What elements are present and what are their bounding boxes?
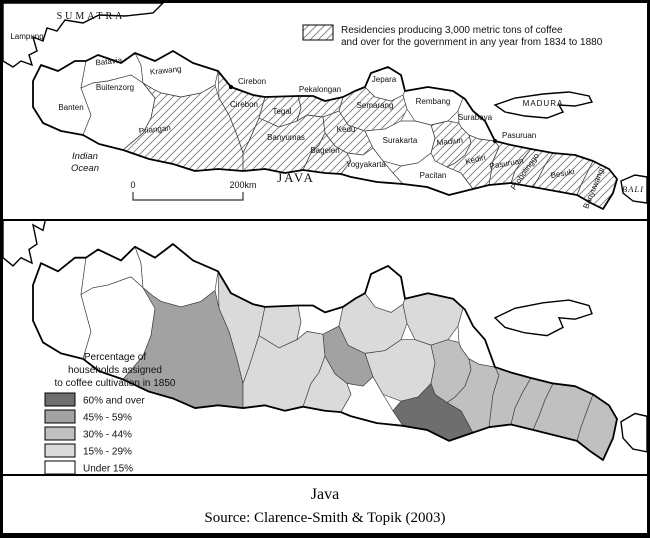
caption-source: Source: Clarence-Smith & Topik (2003) xyxy=(204,510,446,526)
map2-legend-title-1: Percentage of xyxy=(84,352,146,363)
caption-panel: Java Source: Clarence-Smith & Topik (200… xyxy=(3,476,647,533)
region-label-pacitan: Pacitan xyxy=(420,171,447,180)
legend-swatch-cat30 xyxy=(44,426,76,441)
region-label-bali: BALI xyxy=(622,184,644,194)
legend-label-cat30: 30% - 44% xyxy=(83,430,132,441)
scale-200km-label: 200km xyxy=(229,180,256,190)
sumatra-label: SUMATRA xyxy=(57,11,126,22)
region-label-banyumas: Banyumas xyxy=(267,133,305,142)
map-panel-residencies: Lampung Banten Batavia Buitenzorg Krawang Pri… xyxy=(3,3,647,221)
region-label-rembang: Rembang xyxy=(416,97,451,106)
map2-legend: Percentage of households assigned to cof… xyxy=(44,352,176,475)
map-households-svg: Percentage of households assigned to cof… xyxy=(3,221,647,474)
legend-label-cat15: 15% - 29% xyxy=(83,447,132,458)
legend-swatch-under15 xyxy=(44,460,76,474)
region-label-surabaya: Surabaya xyxy=(458,113,493,122)
legend-label-under15: Under 15% xyxy=(83,464,133,475)
region-bali-map1 xyxy=(620,174,647,204)
region-sumatra-map2 xyxy=(3,221,163,266)
legend-swatch-cat45 xyxy=(44,409,76,424)
region-label-surakarta: Surakarta xyxy=(383,136,418,145)
region-label-priangan: Priangan xyxy=(138,123,171,135)
map2-geometry xyxy=(3,221,647,460)
scale-bar: 0 200km xyxy=(130,180,257,201)
map2-legend-title-3: to coffee cultivation in 1850 xyxy=(54,378,175,389)
region-madura-map1 xyxy=(493,91,594,119)
region-madura-map2 xyxy=(495,300,592,336)
region-label-jepara: Jepara xyxy=(372,75,397,84)
cirebon-town-dot xyxy=(228,84,234,90)
map1-legend: Residencies producing 3,000 metric tons … xyxy=(302,24,603,48)
scale-bar-line xyxy=(132,192,244,201)
legend-label-cat60: 60% and over xyxy=(83,396,145,407)
map1-legend-line2: and over for the government in any year … xyxy=(341,37,603,48)
region-label-banten: Banten xyxy=(58,103,83,112)
region-label-krawang: Krawang xyxy=(150,64,182,76)
pasuruan-town-label: Pasuruan xyxy=(502,131,536,140)
map1-legend-line1: Residencies producing 3,000 metric tons … xyxy=(341,25,563,36)
hatched-swatch xyxy=(302,24,334,41)
region-label-kedu: Kedu xyxy=(337,125,356,134)
region-label-sumatra: Lampung xyxy=(10,32,43,41)
map2-legend-items: 60% and over 45% - 59% 30% - 44% 15% - 29% U… xyxy=(44,392,145,475)
legend-swatch-cat60 xyxy=(44,392,76,407)
region-banten-map2 xyxy=(33,258,91,359)
region-label-tegal: Tegal xyxy=(272,107,291,116)
region-rembang-map2 xyxy=(403,293,463,345)
java-coastline-2 xyxy=(33,244,617,460)
pasuruan-town-dot xyxy=(492,138,498,144)
legend-label-cat45: 45% - 59% xyxy=(83,413,132,424)
region-label-besuki: Besuki xyxy=(550,167,575,180)
map2-regions xyxy=(3,221,647,460)
java-coastline xyxy=(32,50,618,210)
indian-ocean-label-1: Indian xyxy=(72,151,98,162)
map2-legend-title-2: households assigned xyxy=(68,365,162,376)
caption-title: Java xyxy=(310,486,340,503)
map-panel-households: Percentage of households assigned to cof… xyxy=(3,221,647,476)
region-label-bagelen: Bagelen xyxy=(310,146,339,155)
region-label-batavia: Batavia xyxy=(95,56,123,68)
region-label-madiun: Madiun xyxy=(436,136,463,148)
cirebon-town-label: Cirebon xyxy=(238,77,266,86)
region-label-yogyakarta: Yogyakarta xyxy=(346,160,386,169)
map-residencies-svg: Lampung Banten Batavia Buitenzorg Krawang Pri… xyxy=(3,3,647,210)
region-label-pekalongan: Pekalongan xyxy=(299,85,341,94)
region-label-madura: MADURA xyxy=(523,99,564,108)
scale-zero-label: 0 xyxy=(130,180,135,190)
region-label-buitenzorg: Buitenzorg xyxy=(96,83,134,92)
region-label-cirebon: Cirebon xyxy=(230,100,258,109)
region-bali-map2 xyxy=(621,414,647,452)
region-label-semarang: Semarang xyxy=(357,101,394,110)
indian-ocean-label-2: Ocean xyxy=(71,163,99,174)
java-label: JAVA xyxy=(277,170,315,185)
map1-regions xyxy=(3,3,647,210)
region-sumatra-map1 xyxy=(3,3,164,68)
region-banten-map1 xyxy=(32,60,92,136)
legend-swatch-cat15 xyxy=(44,443,76,458)
